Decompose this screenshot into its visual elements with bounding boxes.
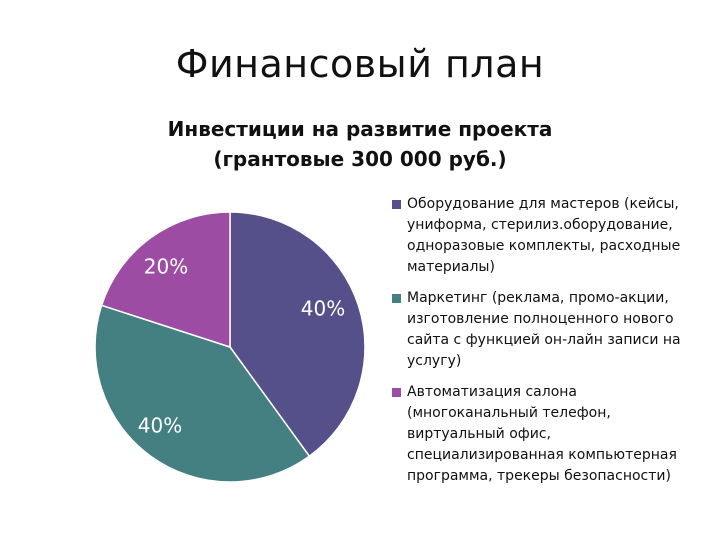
chart-subtitle: (грантовые 300 000 руб.) xyxy=(213,147,507,171)
pie-slice-equipment xyxy=(229,211,366,458)
slide-title: Финансовый план xyxy=(175,42,545,86)
legend-swatch-automation xyxy=(392,388,401,397)
legend-swatch-equipment xyxy=(392,200,401,209)
legend-swatch-marketing xyxy=(392,294,401,303)
chart-title-block: Инвестиции на развитие проекта (грантовы… xyxy=(60,114,660,174)
legend-item-equipment: Оборудование для мастеров (кейсы, унифор… xyxy=(392,194,712,278)
legend-label-marketing: Маркетинг (реклама, промо-акции, изготов… xyxy=(407,290,681,369)
legend-label-equipment: Оборудование для мастеров (кейсы, унифор… xyxy=(407,196,681,275)
legend-label-automation: Автоматизация салона (многоканальный тел… xyxy=(407,384,677,484)
legend-item-marketing: Маркетинг (реклама, промо-акции, изготов… xyxy=(392,288,712,372)
chart-legend: Оборудование для мастеров (кейсы, унифор… xyxy=(392,194,712,497)
pie-slice-automation xyxy=(100,211,231,349)
slice-label-marketing: 40% xyxy=(138,414,182,438)
pie-slice-marketing xyxy=(94,304,311,483)
chart-title: Инвестиции на развитие проекта xyxy=(167,117,553,141)
slice-label-automation: 20% xyxy=(144,255,188,279)
legend-item-automation: Автоматизация салона (многоканальный тел… xyxy=(392,382,712,487)
slice-label-equipment: 40% xyxy=(301,297,345,321)
